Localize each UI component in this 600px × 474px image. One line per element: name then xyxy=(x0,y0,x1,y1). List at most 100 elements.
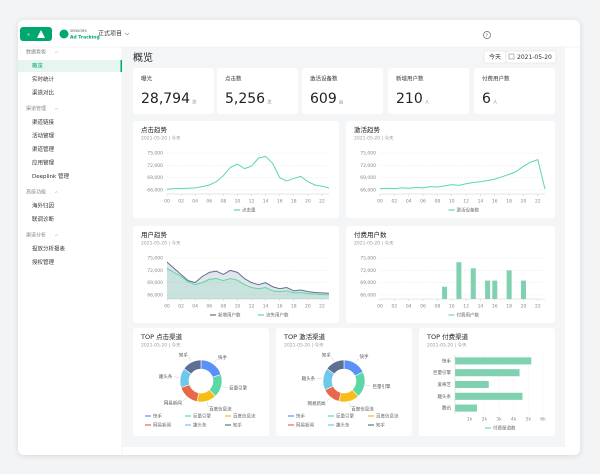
legend-label: 巨量引擎 xyxy=(336,413,354,420)
x-tick-label: 12 xyxy=(249,304,255,310)
brand: SENSORS xyxy=(70,29,87,33)
help-icon[interactable] xyxy=(483,31,491,39)
chart-title: 付费用户数 xyxy=(354,230,387,239)
x-tick-label: 18 xyxy=(506,199,512,205)
kpi-unit: 次 xyxy=(267,99,272,106)
legend-label: 知乎 xyxy=(376,422,385,429)
y-tick-label: 72,000 xyxy=(360,163,376,169)
leader-line xyxy=(174,376,180,378)
sidebar-item[interactable]: 海外归因 xyxy=(32,202,55,210)
leader-line xyxy=(349,402,351,408)
x-tick-label: 06 xyxy=(420,304,426,310)
kpi-value: 210 xyxy=(396,91,423,107)
legend-label: 新增用户数 xyxy=(218,312,241,319)
y-tick-label: 66,000 xyxy=(360,187,376,193)
slice-label: 网易新闻 xyxy=(308,400,326,407)
x-tick-label: 16 xyxy=(277,304,283,310)
sidebar-item[interactable]: 联调诊断 xyxy=(32,215,55,223)
leader-line xyxy=(213,359,218,364)
x-tick-label: 02 xyxy=(391,304,397,310)
sidebar-item[interactable]: 实时统计 xyxy=(32,75,55,83)
kpi-label: 点击数 xyxy=(225,75,242,83)
sidebar-item[interactable]: 渠道链接 xyxy=(32,118,55,126)
kpi-unit: 人 xyxy=(493,100,498,106)
x-tick-label: 16 xyxy=(277,199,283,205)
donut-slice xyxy=(183,359,202,375)
bar xyxy=(455,404,477,412)
slice-label: 趣头条 xyxy=(159,373,173,380)
x-tick-label: 00 xyxy=(164,199,170,205)
chart-subtitle: 2021-05-20 | 今天 xyxy=(141,240,181,247)
leader-line xyxy=(355,358,359,363)
series-line xyxy=(166,261,330,294)
y-tick-label: 72,000 xyxy=(147,163,163,169)
kpi-card xyxy=(217,68,298,114)
slice-label: 快手 xyxy=(360,353,369,360)
legend-label: 网易新闻 xyxy=(153,422,171,429)
leader-line xyxy=(222,386,228,388)
y-tick-label: 69,000 xyxy=(147,280,163,286)
slice-label: 网易新闻 xyxy=(164,399,182,406)
kpi-value: 28,794 xyxy=(141,91,190,107)
x-tick-label: 12 xyxy=(463,199,469,205)
kpi-unit: 台 xyxy=(339,99,344,106)
x-tick-label: 3k xyxy=(496,417,502,423)
logo-mark xyxy=(37,30,45,38)
sidebar-group: 渠道管理 xyxy=(26,105,46,112)
x-tick-label: 12 xyxy=(249,199,255,205)
sidebar-item[interactable]: 应用管理 xyxy=(32,159,55,167)
kpi-label: 付费用户数 xyxy=(482,75,510,83)
sidebar-item[interactable]: Deeplink 管理 xyxy=(32,172,69,180)
x-tick-label: 06 xyxy=(420,199,426,205)
x-tick-label: 5k xyxy=(526,417,532,423)
x-tick-label: 00 xyxy=(164,304,170,310)
y-tick-label: 66,000 xyxy=(147,187,163,193)
x-tick-label: 14 xyxy=(263,199,269,205)
legend-label: 快手 xyxy=(296,413,305,420)
leader-line xyxy=(182,397,187,402)
kpi-value: 5,256 xyxy=(225,91,265,107)
slice-label: 巨量引擎 xyxy=(229,385,247,392)
y-tick-label: 75,000 xyxy=(360,256,376,262)
sidebar-item[interactable]: 活动管理 xyxy=(32,132,55,140)
chart-panel xyxy=(276,328,412,436)
sidebar-item[interactable]: 渠道管理 xyxy=(32,145,55,153)
leader-line xyxy=(188,356,192,362)
active-item-bar xyxy=(120,60,122,72)
collapse-button[interactable] xyxy=(20,27,52,41)
x-tick-label: 16 xyxy=(492,304,498,310)
y-tick-label: 趣头条 xyxy=(438,393,452,400)
slice-label: 知乎 xyxy=(322,352,331,359)
kpi-card xyxy=(302,68,383,114)
kpi-card xyxy=(474,68,555,114)
project-select[interactable]: 正式项目 xyxy=(98,30,122,38)
y-tick-label: 69,000 xyxy=(360,280,376,286)
x-tick-label: 00 xyxy=(377,199,383,205)
x-tick-label: 18 xyxy=(291,304,297,310)
kpi-value: 609 xyxy=(310,91,337,107)
sidebar-group: 数据看板 xyxy=(26,49,46,56)
sidebar-item[interactable]: 授权管理 xyxy=(32,258,55,266)
sidebar-item[interactable]: 概览 xyxy=(32,62,44,70)
sidebar-item[interactable]: 投放分析报表 xyxy=(32,245,66,253)
x-tick-label: 14 xyxy=(478,304,484,310)
chart-subtitle: 2021-05-20 | 今天 xyxy=(141,342,181,349)
x-tick-label: 02 xyxy=(391,199,397,205)
x-tick-label: 20 xyxy=(521,199,527,205)
sidebar-group: 高级功能 xyxy=(26,189,46,196)
x-tick-label: 10 xyxy=(235,304,241,310)
sidebar-item[interactable]: 渠道对比 xyxy=(32,89,55,97)
x-tick-label: 14 xyxy=(478,199,484,205)
x-tick-label: 10 xyxy=(449,304,455,310)
x-tick-label: 10 xyxy=(449,199,455,205)
date-picker[interactable] xyxy=(505,50,557,64)
date-label: 2021-05-20 xyxy=(517,54,552,61)
x-tick-label: 02 xyxy=(178,199,184,205)
bar xyxy=(442,286,448,299)
y-tick-label: 75,000 xyxy=(147,151,163,157)
y-tick-label: 爱奇艺 xyxy=(438,381,452,388)
bar xyxy=(455,369,520,377)
chart-title: TOP 激活渠道 xyxy=(283,332,326,341)
x-tick-label: 04 xyxy=(406,199,412,205)
